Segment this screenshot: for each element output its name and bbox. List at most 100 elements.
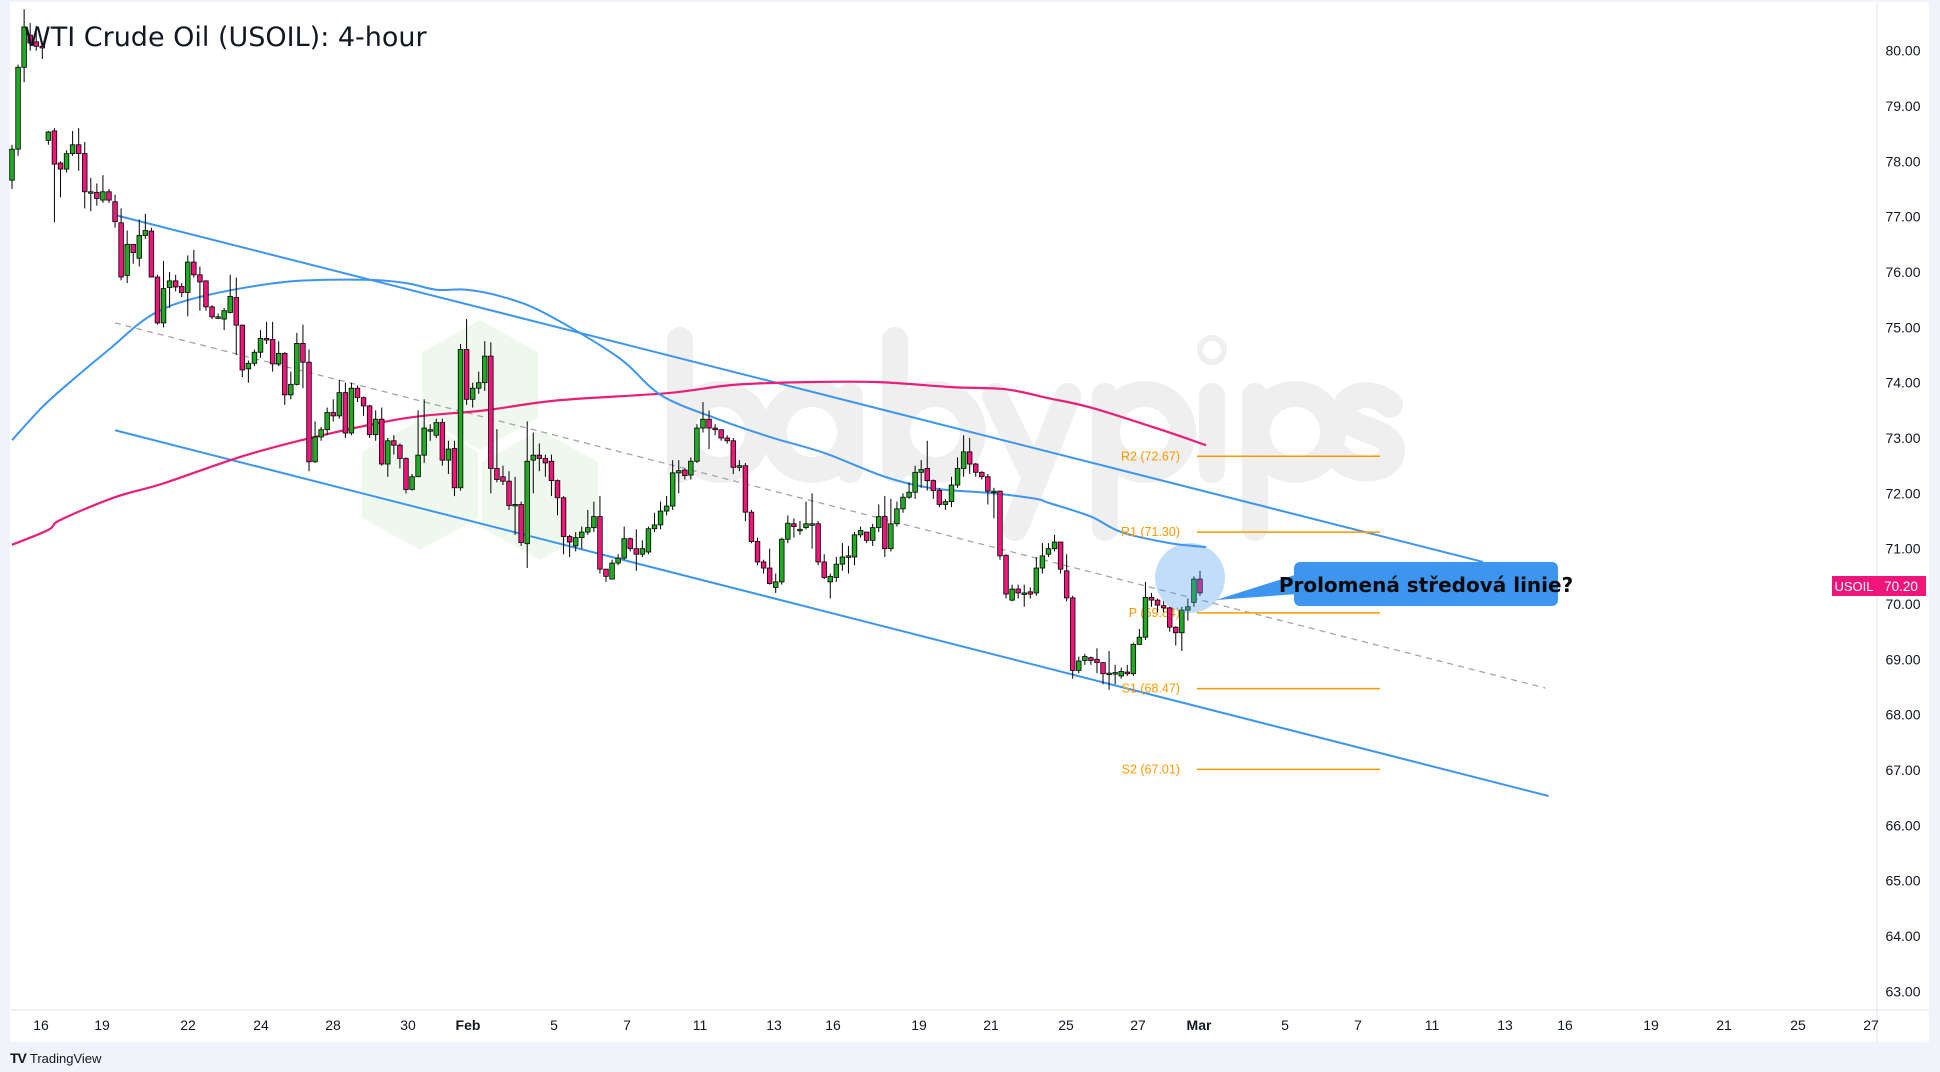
candle[interactable] [324, 407, 330, 436]
channel-midline[interactable] [114, 322, 1546, 689]
tradingview-logo[interactable]: TV TradingView [10, 1050, 101, 1066]
candle[interactable] [1027, 587, 1033, 599]
candle[interactable] [930, 479, 937, 499]
candle[interactable] [1118, 667, 1124, 679]
candle[interactable] [1021, 584, 1027, 607]
candle[interactable] [288, 371, 294, 400]
candle[interactable] [427, 424, 433, 441]
candle[interactable] [985, 473, 991, 505]
candle[interactable] [348, 382, 355, 436]
candle[interactable] [33, 25, 39, 51]
candle[interactable] [318, 426, 324, 441]
candle[interactable] [118, 208, 124, 281]
candle[interactable] [579, 526, 585, 549]
candle[interactable] [106, 189, 112, 203]
candle[interactable] [827, 573, 833, 599]
candle[interactable] [566, 534, 573, 557]
candle[interactable] [227, 274, 233, 314]
candle[interactable] [621, 526, 627, 560]
candle[interactable] [597, 496, 603, 574]
candle[interactable] [275, 341, 282, 367]
candle[interactable] [379, 407, 385, 466]
candle[interactable] [536, 443, 543, 472]
candle[interactable] [591, 501, 597, 533]
candle[interactable] [239, 324, 246, 378]
candle[interactable] [645, 526, 652, 555]
candle[interactable] [803, 501, 809, 530]
candle[interactable] [1173, 626, 1179, 646]
candle[interactable] [451, 440, 458, 497]
candle[interactable] [100, 175, 106, 203]
candle[interactable] [548, 454, 555, 497]
candle[interactable] [112, 194, 118, 228]
candle[interactable] [294, 332, 300, 386]
candle[interactable] [651, 512, 658, 533]
candle[interactable] [748, 509, 755, 544]
candle[interactable] [888, 498, 894, 552]
candle[interactable] [712, 424, 718, 436]
candle[interactable] [354, 385, 361, 403]
candle[interactable] [954, 457, 961, 488]
candle[interactable] [500, 465, 506, 486]
candle[interactable] [900, 493, 906, 513]
candle[interactable] [1154, 598, 1161, 613]
candle[interactable] [966, 438, 973, 474]
candle[interactable] [869, 523, 876, 546]
candle[interactable] [560, 496, 567, 555]
candle[interactable] [330, 399, 336, 422]
candle[interactable] [906, 482, 912, 499]
candle[interactable] [209, 305, 215, 320]
candle[interactable] [197, 266, 203, 311]
candle[interactable] [572, 532, 579, 552]
candle[interactable] [391, 435, 397, 455]
candle[interactable] [366, 404, 373, 439]
candle[interactable] [882, 496, 888, 557]
candle[interactable] [960, 435, 967, 477]
candle[interactable] [88, 177, 94, 212]
candle[interactable] [1185, 598, 1191, 621]
candle[interactable] [1039, 543, 1046, 574]
candle[interactable] [221, 307, 227, 331]
candle[interactable] [245, 360, 252, 383]
candle[interactable] [603, 568, 609, 582]
candle[interactable] [94, 183, 100, 206]
candle[interactable] [609, 559, 615, 580]
candle[interactable] [942, 498, 949, 510]
candle[interactable] [639, 540, 646, 557]
candle[interactable] [779, 537, 785, 585]
candle[interactable] [1009, 584, 1015, 602]
candle[interactable] [445, 440, 452, 474]
candle[interactable] [979, 471, 985, 480]
candle[interactable] [694, 424, 700, 463]
channel-lower-line[interactable] [114, 429, 1549, 797]
candle[interactable] [312, 421, 318, 463]
candle[interactable] [251, 349, 258, 367]
candle[interactable] [924, 440, 930, 491]
candle[interactable] [185, 255, 191, 317]
candle[interactable] [809, 493, 815, 549]
candle[interactable] [627, 537, 633, 552]
candle[interactable] [633, 529, 640, 571]
candle[interactable] [154, 274, 161, 325]
candle[interactable] [27, 23, 33, 51]
candle[interactable] [342, 382, 349, 439]
candle[interactable] [894, 501, 900, 527]
candle[interactable] [1197, 570, 1203, 596]
candle[interactable] [172, 274, 179, 292]
candle[interactable] [39, 45, 46, 59]
candle[interactable] [257, 330, 264, 358]
candle[interactable] [912, 465, 918, 499]
candle[interactable] [160, 260, 167, 328]
candle[interactable] [1057, 541, 1064, 574]
candle[interactable] [1130, 642, 1137, 676]
candle[interactable] [997, 490, 1003, 560]
candle[interactable] [700, 402, 706, 433]
candle[interactable] [439, 418, 446, 466]
candle[interactable] [372, 410, 379, 441]
candle[interactable] [15, 64, 21, 156]
candle[interactable] [1166, 606, 1173, 632]
candle[interactable] [948, 476, 955, 508]
channel-upper-line[interactable] [114, 214, 1484, 563]
candle[interactable] [554, 479, 561, 516]
candle[interactable] [166, 272, 173, 308]
